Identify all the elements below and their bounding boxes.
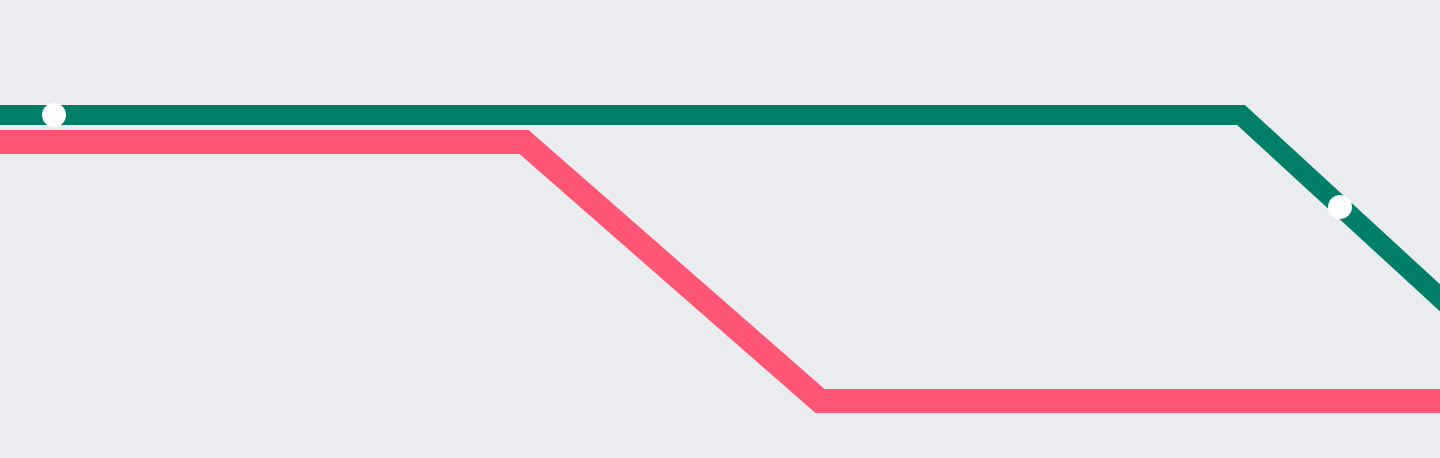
stop-marker[interactable] [42,103,66,127]
stop-marker[interactable] [1328,195,1352,219]
green-transit-line[interactable] [0,105,1440,312]
pink-transit-line[interactable] [0,130,1440,413]
